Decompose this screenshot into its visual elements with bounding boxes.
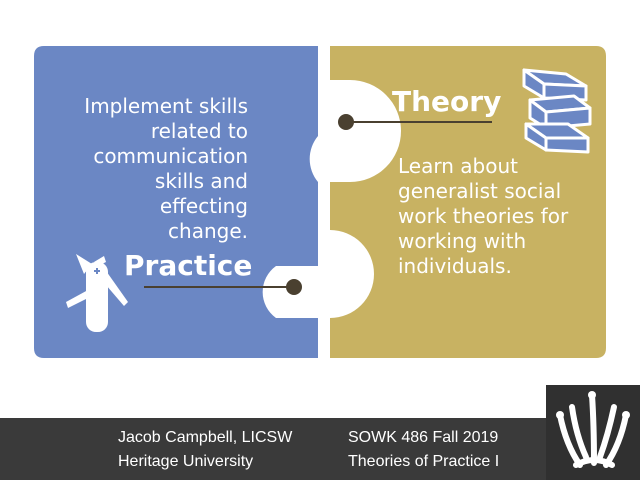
theory-line: Learn about	[398, 154, 518, 178]
footer-course: SOWK 486 Fall 2019	[348, 429, 499, 446]
swiss-army-knife-icon	[66, 254, 128, 332]
practice-line: communication	[93, 144, 248, 168]
theory-line: generalist social	[398, 179, 562, 203]
theory-heading: Theory	[392, 85, 502, 118]
puzzle-graphic	[34, 46, 606, 358]
practice-description: Implement skills related to communicatio…	[70, 94, 248, 244]
theory-line: working with	[398, 229, 527, 253]
theory-description: Learn about generalist social work theor…	[398, 154, 608, 279]
practice-line: skills and effecting	[154, 169, 248, 218]
footer-author: Jacob Campbell, LICSW	[118, 429, 293, 446]
heritage-university-logo-icon	[556, 391, 630, 468]
practice-line: change.	[168, 219, 248, 243]
practice-connector-dot	[286, 279, 302, 295]
practice-line: Implement skills	[84, 94, 248, 118]
logo-container	[546, 385, 640, 480]
theory-connector-dot	[338, 114, 354, 130]
theory-line: work theories for	[398, 204, 569, 228]
theory-line: individuals.	[398, 254, 512, 278]
footer-bar: Jacob Campbell, LICSW Heritage Universit…	[0, 418, 640, 480]
books-icon	[522, 68, 592, 154]
footer-institution: Heritage University	[118, 453, 254, 470]
practice-line: related to	[150, 119, 248, 143]
practice-heading: Practice	[124, 249, 253, 282]
footer-course-title: Theories of Practice I	[348, 453, 500, 470]
